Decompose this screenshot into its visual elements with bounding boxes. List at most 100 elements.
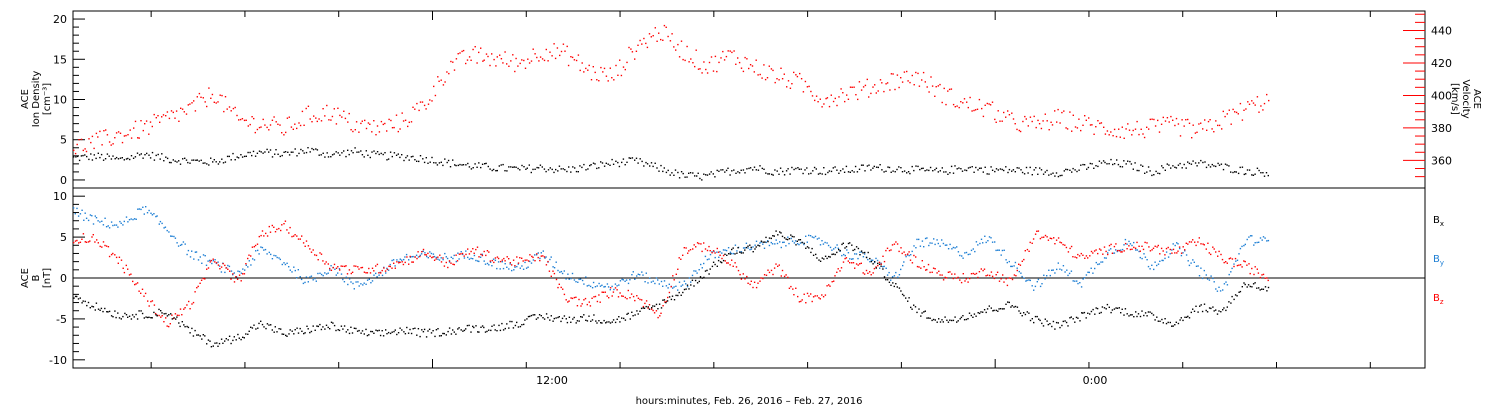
data-point <box>241 118 244 120</box>
data-point <box>589 164 591 167</box>
data-point <box>402 263 405 266</box>
data-point <box>934 169 936 171</box>
data-point <box>110 253 113 256</box>
data-point <box>432 256 434 258</box>
data-point <box>1037 119 1039 122</box>
data-point <box>605 322 607 324</box>
data-point <box>375 272 377 275</box>
data-point <box>879 267 881 269</box>
data-point <box>360 122 362 125</box>
data-point <box>96 239 98 241</box>
data-point <box>510 60 512 62</box>
data-point <box>365 283 367 285</box>
data-point <box>1202 128 1204 130</box>
data-point <box>821 257 823 259</box>
data-point <box>287 151 289 153</box>
data-point <box>1087 271 1089 273</box>
data-point <box>1264 286 1267 288</box>
data-point <box>826 257 828 260</box>
data-point <box>1218 164 1221 166</box>
data-point <box>728 253 730 255</box>
data-point <box>1252 283 1255 285</box>
data-point <box>740 252 743 254</box>
data-point <box>822 296 825 298</box>
data-point <box>1128 315 1130 317</box>
data-point <box>234 159 236 161</box>
data-point <box>446 71 448 73</box>
data-point <box>431 256 433 259</box>
data-point <box>189 162 191 164</box>
data-point <box>952 103 955 106</box>
data-point <box>291 271 293 273</box>
data-point <box>757 244 759 247</box>
data-point <box>1093 133 1095 135</box>
data-point <box>801 241 803 244</box>
data-point <box>435 256 437 259</box>
data-point <box>510 166 512 168</box>
data-point <box>1167 321 1169 324</box>
data-point <box>431 100 433 102</box>
data-point <box>380 272 382 274</box>
data-point <box>641 271 643 273</box>
data-point <box>85 217 88 219</box>
data-point <box>1144 172 1146 174</box>
data-point <box>675 294 677 297</box>
data-point <box>468 258 471 260</box>
data-point <box>355 281 357 283</box>
data-point <box>823 258 825 260</box>
data-point <box>1220 253 1222 256</box>
data-point <box>1226 164 1228 166</box>
data-point <box>151 151 154 154</box>
data-point <box>641 160 643 163</box>
data-point <box>343 325 346 327</box>
data-point <box>872 259 874 261</box>
data-point <box>189 103 191 105</box>
data-point <box>491 265 493 267</box>
data-point <box>1168 164 1170 166</box>
data-point <box>826 285 828 287</box>
data-point <box>149 121 152 123</box>
data-point <box>432 253 435 255</box>
data-point <box>326 152 328 154</box>
data-point <box>1048 269 1050 271</box>
data-point <box>472 248 474 250</box>
data-point <box>329 267 331 270</box>
data-point <box>652 280 654 282</box>
data-point <box>563 293 566 296</box>
data-point <box>129 158 131 161</box>
data-point <box>760 277 762 279</box>
data-point <box>1164 169 1166 171</box>
data-point <box>985 311 987 314</box>
data-point <box>1231 258 1234 260</box>
data-point <box>1008 168 1011 171</box>
data-point <box>1243 244 1245 247</box>
data-point <box>1221 258 1224 261</box>
data-point <box>877 166 879 169</box>
data-point <box>744 247 746 249</box>
data-point <box>611 158 613 161</box>
data-point <box>391 155 393 158</box>
data-point <box>121 157 123 159</box>
data-point <box>914 306 917 308</box>
data-point <box>170 235 172 237</box>
data-point <box>347 149 349 151</box>
data-point <box>1243 260 1245 262</box>
data-point <box>232 273 234 275</box>
data-point <box>262 152 264 154</box>
data-point <box>240 280 242 282</box>
data-point <box>1209 166 1212 168</box>
data-point <box>771 243 774 245</box>
data-point <box>486 330 488 333</box>
data-point <box>714 55 717 58</box>
data-point <box>504 170 506 172</box>
data-point <box>956 105 958 107</box>
data-point <box>298 152 300 155</box>
data-point <box>1262 273 1265 276</box>
data-point <box>566 45 568 48</box>
data-point <box>1256 167 1259 169</box>
data-point <box>836 271 838 273</box>
data-point <box>1131 134 1133 136</box>
data-point <box>1083 277 1086 279</box>
data-point <box>1141 245 1143 247</box>
data-point <box>438 259 441 261</box>
